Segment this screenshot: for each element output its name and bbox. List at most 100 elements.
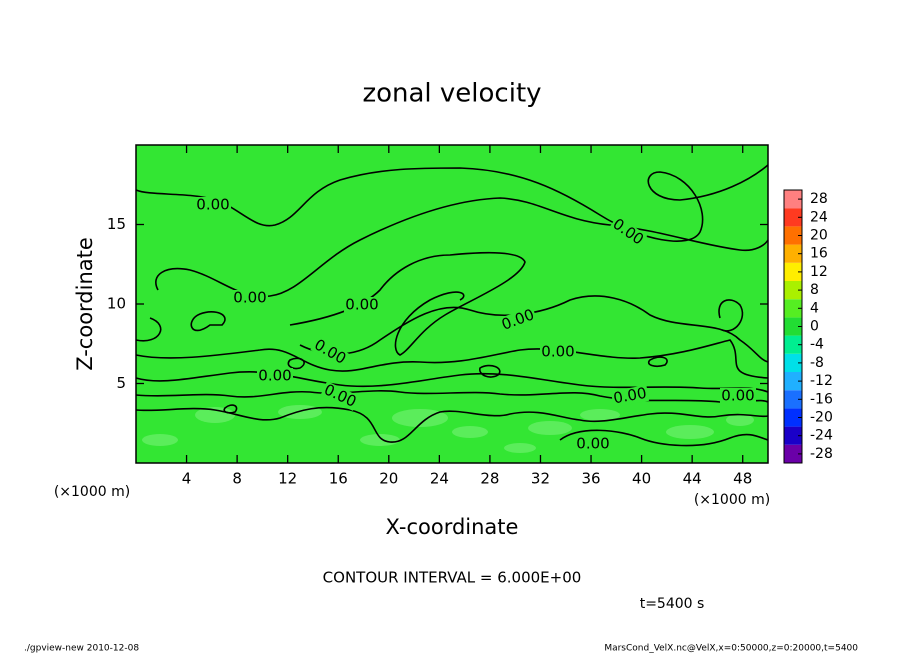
field: 0.000.00 0.000.000.000.000.000.000.000.00… <box>135 145 769 463</box>
colorbar-tick-label: 20 <box>810 228 828 244</box>
colorbar-tick-label: -20 <box>810 410 833 426</box>
footer-left: ./gpview-new 2010-12-08 <box>24 644 139 654</box>
contour-label-bg <box>344 297 380 313</box>
contour-line <box>718 299 744 332</box>
colorbar-band <box>784 335 802 354</box>
field-patch <box>666 425 714 439</box>
field-patch <box>142 434 178 446</box>
y-axis-label: Z-coordinate <box>73 237 97 371</box>
field-patch <box>528 421 572 435</box>
contour-line <box>135 390 769 404</box>
colorbar-tick-label: 16 <box>810 246 828 262</box>
footer-right: MarsCond_VelX.nc@VelX,x=0:50000,z=0:2000… <box>604 644 858 654</box>
x-tick-label: 16 <box>329 470 348 488</box>
colorbar-band <box>784 444 802 463</box>
field-patch <box>726 414 754 426</box>
field-patch <box>392 409 448 427</box>
colorbar-tick-label: -28 <box>810 446 833 462</box>
field-patch <box>504 443 536 453</box>
contour-label: 0.00 <box>612 384 648 408</box>
colorbar-band <box>784 208 802 227</box>
colorbar-tick-label: 4 <box>810 300 819 316</box>
contour-line <box>299 295 769 363</box>
colorbar-tick-label: -12 <box>810 373 833 389</box>
contour-line <box>135 371 769 393</box>
colorbar-tick-label: 0 <box>810 319 819 335</box>
field-patch <box>580 409 620 421</box>
x-tick-label: 28 <box>480 470 499 488</box>
colorbar-band <box>784 353 802 372</box>
contour-line <box>135 339 769 379</box>
contour-label-bg <box>540 344 576 360</box>
colorbar-band <box>784 244 802 263</box>
contour-interval: CONTOUR INTERVAL = 6.000E+00 <box>323 569 582 587</box>
contour-label: 0.00 <box>721 387 754 405</box>
contour-label-bg <box>720 388 756 404</box>
colorbar-band <box>784 372 802 391</box>
colorbar-band <box>784 281 802 300</box>
colorbar-tick-label: 24 <box>810 209 828 225</box>
colorbar-band <box>784 262 802 281</box>
x-tick-label: 4 <box>182 470 192 488</box>
x-tick-label: 8 <box>232 470 242 488</box>
y-tick-label: 15 <box>107 215 126 233</box>
field-patch <box>360 434 400 446</box>
contour-line <box>647 356 668 367</box>
time-label: t=5400 s <box>640 596 705 612</box>
colorbar-tick-label: 28 <box>810 191 828 207</box>
colorbar-band <box>784 226 802 245</box>
field-patch <box>452 426 488 438</box>
contour-label: 0.00 <box>541 343 574 361</box>
x-tick-label: 48 <box>733 470 752 488</box>
contour-label-bg <box>195 197 231 213</box>
contour-label-bg <box>310 336 350 368</box>
contour-label-bg <box>608 215 648 249</box>
colorbar-band <box>784 299 802 318</box>
x-tick-label: 20 <box>379 470 398 488</box>
contour-line <box>287 357 305 370</box>
contour-label-bg <box>498 306 538 334</box>
contour-line <box>190 310 226 332</box>
x-axis-label: X-coordinate <box>386 515 519 539</box>
x-tick-label: 24 <box>430 470 449 488</box>
contour-label: 0.00 <box>258 367 291 385</box>
colorbar-band <box>784 190 802 209</box>
x-unit: (×1000 m) <box>694 492 770 508</box>
colorbar-tick-label: 8 <box>810 282 819 298</box>
contour-label-bg <box>320 381 360 411</box>
x-tick-label: 12 <box>278 470 297 488</box>
contour-line <box>135 317 162 342</box>
colorbar-tick-label: -16 <box>810 391 833 407</box>
colorbar-band <box>784 408 802 427</box>
contour-line <box>155 197 769 298</box>
y-tick-label: 10 <box>107 295 126 313</box>
x-tick-label: 32 <box>531 470 550 488</box>
colorbar-tick-label: -8 <box>810 355 824 371</box>
contour-line <box>135 406 769 443</box>
colorbar-tick-label: -4 <box>810 337 824 353</box>
colorbar-tick-label: 12 <box>810 264 828 280</box>
contour-label: 0.00 <box>233 289 266 307</box>
contour-line <box>479 364 501 378</box>
contour-label: 0.00 <box>196 196 229 214</box>
y-unit: (×1000 m) <box>54 484 130 500</box>
y-tick-label: 5 <box>116 374 126 392</box>
contour-label: 0.00 <box>345 296 378 314</box>
colorbar-band <box>784 390 802 409</box>
colorbar-tick-label: -24 <box>810 428 833 444</box>
contour-label-bg <box>257 368 293 384</box>
contour-label-bg <box>575 436 611 452</box>
x-tick-label: 44 <box>683 470 702 488</box>
contour-label: 0.00 <box>576 435 609 453</box>
chart-title: zonal velocity <box>362 79 541 109</box>
contour-line <box>135 164 769 242</box>
contour-label-bg <box>610 384 650 408</box>
contour-line <box>223 404 238 414</box>
x-tick-label: 36 <box>581 470 600 488</box>
contour-line <box>559 429 769 447</box>
x-tick-label: 40 <box>632 470 651 488</box>
contour-line <box>289 251 526 356</box>
colorbar-band <box>784 317 802 336</box>
